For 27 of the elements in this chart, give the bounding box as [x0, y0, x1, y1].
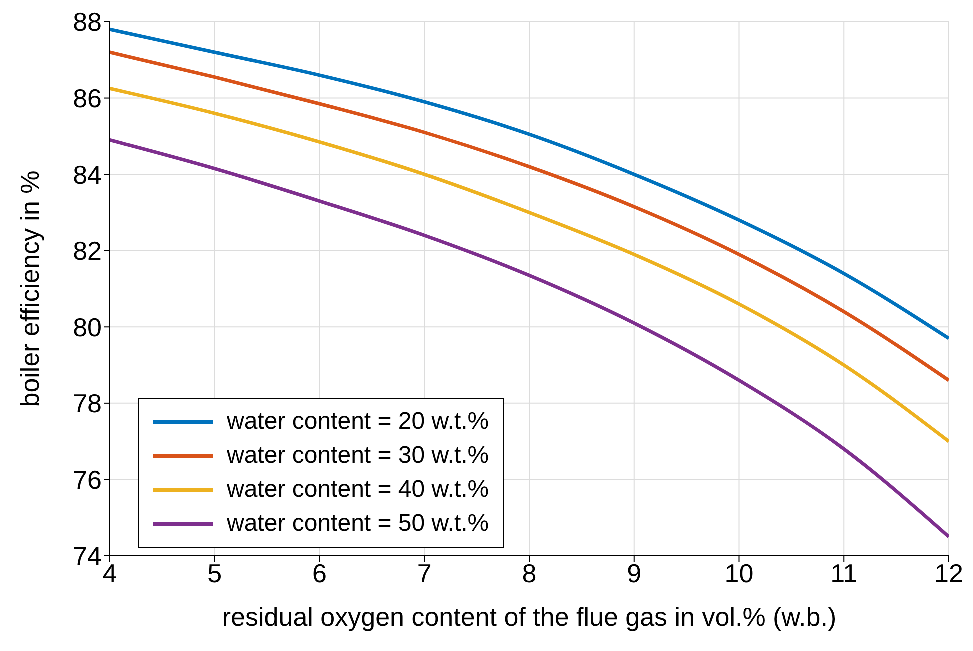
y-tick-label: 74: [73, 541, 102, 572]
x-tick-label: 11: [830, 558, 858, 588]
line-series: [110, 138, 949, 539]
legend-label: water content = 50 w.t.%: [227, 509, 490, 539]
legend-label: water content = 40 w.t.%: [227, 475, 490, 505]
y-tick-label: 88: [73, 7, 102, 38]
x-tick-label: 7: [417, 558, 432, 588]
x-tick-label: 4: [102, 558, 118, 588]
legend-label: water content = 30 w.t.%: [227, 441, 490, 471]
y-tick-label: 86: [73, 84, 102, 114]
x-tick-label: 12: [934, 558, 964, 588]
y-tick-label: 76: [73, 464, 102, 495]
x-axis-title: residual oxygen content of the flue gas in vol.% (w.b.): [222, 602, 837, 632]
y-tick-label: 80: [73, 312, 102, 342]
y-tick-label: 78: [73, 388, 102, 419]
x-tick-label: 10: [724, 558, 754, 588]
line-series: [110, 28, 949, 340]
x-tick-label: 6: [312, 558, 327, 588]
y-tick-label: 82: [73, 236, 102, 266]
y-axis-title: boiler efficiency in %: [15, 170, 46, 408]
x-tick-label: 5: [208, 558, 222, 588]
x-tick-label: 9: [627, 558, 642, 588]
x-tick-label: 8: [522, 558, 537, 588]
line-series: [110, 50, 949, 382]
line-series: [110, 87, 949, 444]
y-tick-label: 84: [73, 160, 102, 190]
legend-label: water content = 20 w.t.%: [227, 407, 490, 437]
